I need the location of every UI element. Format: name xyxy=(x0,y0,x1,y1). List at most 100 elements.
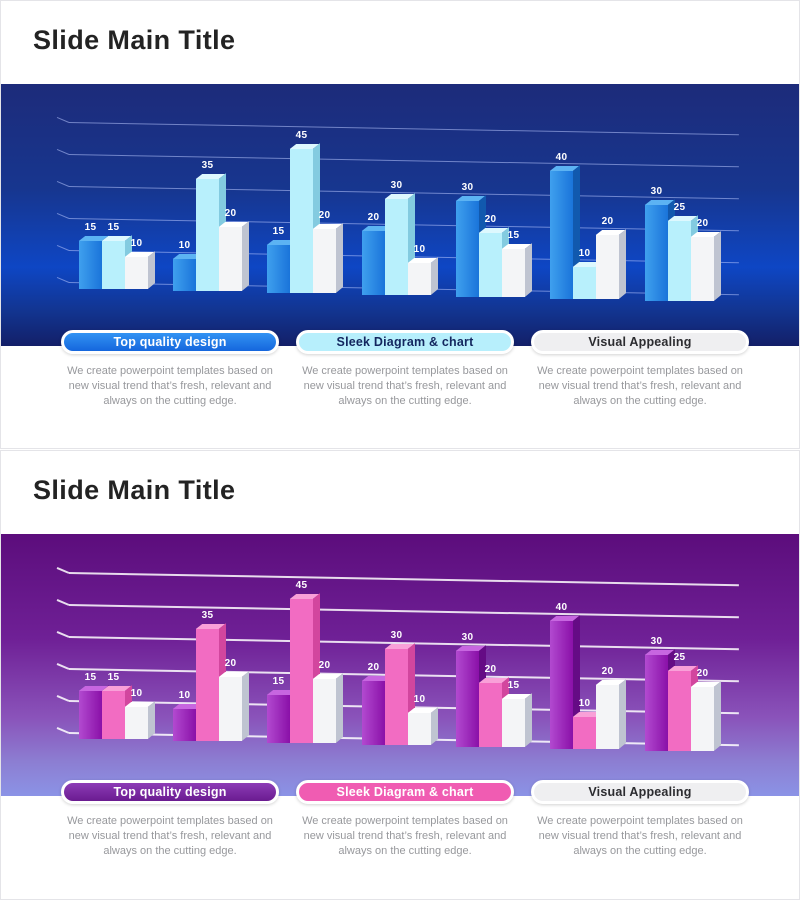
bar-value-label: 10 xyxy=(578,698,591,709)
bar-series-1: 10 xyxy=(173,690,196,741)
bar-value-label: 20 xyxy=(224,208,237,219)
bar-group: 30 20 15 xyxy=(456,182,525,297)
bar-value-label: 30 xyxy=(461,632,474,643)
bar-group: 15 45 20 xyxy=(267,130,336,293)
bar-value-label: 45 xyxy=(295,130,308,141)
bar-series-1: 30 xyxy=(456,182,479,297)
bar-value-label: 45 xyxy=(295,580,308,591)
bar-group: 30 25 20 xyxy=(645,636,714,751)
bar-value-label: 40 xyxy=(555,152,568,163)
bar-value-label: 20 xyxy=(601,666,614,677)
pill-sleek-diagram-chart: Sleek Diagram & chart xyxy=(296,330,514,354)
bar-series-1: 40 xyxy=(550,152,573,299)
gridline xyxy=(68,122,739,136)
bar-group: 20 30 10 xyxy=(362,180,431,295)
bar-series-3: 20 xyxy=(596,666,619,749)
gridline xyxy=(68,154,739,168)
bar-value-label: 20 xyxy=(484,214,497,225)
bar-series-3: 20 xyxy=(219,658,242,741)
bar-group: 10 35 20 xyxy=(173,160,242,291)
bar-value-label: 20 xyxy=(696,218,709,229)
bar-value-label: 15 xyxy=(507,680,520,691)
feature-description: We create powerpoint templates based on … xyxy=(67,815,273,857)
feature-description: We create powerpoint templates based on … xyxy=(302,815,508,857)
bar-value-label: 25 xyxy=(673,652,686,663)
bar-value-label: 30 xyxy=(650,636,663,647)
feature-description: We create powerpoint templates based on … xyxy=(537,815,743,857)
bar-series-1: 15 xyxy=(79,672,102,739)
bar-series-3: 20 xyxy=(219,208,242,291)
feature-visual-appealing: Visual Appealing We create powerpoint te… xyxy=(531,780,749,859)
bar-value-label: 20 xyxy=(318,660,331,671)
bar-value-label: 35 xyxy=(201,610,214,621)
bar-value-label: 35 xyxy=(201,160,214,171)
bar-group: 40 10 20 xyxy=(550,152,619,299)
bar-series-1: 15 xyxy=(267,226,290,293)
bar-series-1: 30 xyxy=(645,636,668,751)
bar-series-1: 10 xyxy=(173,240,196,291)
bar-value-label: 15 xyxy=(107,222,120,233)
bar-value-label: 30 xyxy=(390,630,403,641)
slide-1: Slide Main Title 15 15 10 10 35 20 15 45 20 20 30 1… xyxy=(0,0,800,449)
bar-group: 15 15 10 xyxy=(79,222,148,289)
bar-series-3: 15 xyxy=(502,230,525,297)
bar-value-label: 30 xyxy=(650,186,663,197)
bar-group: 10 35 20 xyxy=(173,610,242,741)
bar-series-3: 10 xyxy=(125,688,148,739)
feature-description: We create powerpoint templates based on … xyxy=(537,365,743,407)
bar-value-label: 15 xyxy=(507,230,520,241)
bar-series-2: 25 xyxy=(668,652,691,751)
chart-area: 15 15 10 10 35 20 15 45 20 20 30 10 30 20 15 40 10 20 30 25… xyxy=(1,84,799,346)
bar-series-3: 20 xyxy=(691,218,714,301)
bar-series-2: 15 xyxy=(102,222,125,289)
bar-series-2: 45 xyxy=(290,130,313,293)
bar-group: 30 25 20 xyxy=(645,186,714,301)
bar-value-label: 20 xyxy=(367,662,380,673)
bar-value-label: 10 xyxy=(130,238,143,249)
bar-value-label: 10 xyxy=(413,244,426,255)
pill-top-quality-design: Top quality design xyxy=(61,330,279,354)
bar-value-label: 20 xyxy=(696,668,709,679)
bar-group: 15 15 10 xyxy=(79,672,148,739)
bar-value-label: 30 xyxy=(461,182,474,193)
bar-value-label: 15 xyxy=(107,672,120,683)
feature-row: Top quality design We create powerpoint … xyxy=(61,780,749,859)
bar-series-3: 20 xyxy=(596,216,619,299)
slide-2: Slide Main Title 15 15 10 10 35 20 15 45 20 20 30 1… xyxy=(0,450,800,900)
pill-sleek-diagram-chart: Sleek Diagram & chart xyxy=(296,780,514,804)
bar-series-2: 30 xyxy=(385,180,408,295)
bar-value-label: 20 xyxy=(318,210,331,221)
bar-value-label: 30 xyxy=(390,180,403,191)
bar-series-3: 10 xyxy=(408,694,431,745)
feature-sleek-diagram-chart: Sleek Diagram & chart We create powerpoi… xyxy=(296,330,514,409)
bar-series-3: 20 xyxy=(313,210,336,293)
bar-value-label: 40 xyxy=(555,602,568,613)
bar-value-label: 10 xyxy=(178,240,191,251)
bar-series-3: 10 xyxy=(408,244,431,295)
bar-series-2: 20 xyxy=(479,664,502,747)
bar-value-label: 15 xyxy=(84,672,97,683)
gridline xyxy=(68,572,739,587)
bar-value-label: 10 xyxy=(130,688,143,699)
bar-series-2: 45 xyxy=(290,580,313,743)
feature-description: We create powerpoint templates based on … xyxy=(67,365,273,407)
pill-visual-appealing: Visual Appealing xyxy=(531,780,749,804)
feature-row: Top quality design We create powerpoint … xyxy=(61,330,749,409)
bar-series-1: 15 xyxy=(267,676,290,743)
bar-series-2: 20 xyxy=(479,214,502,297)
pill-top-quality-design: Top quality design xyxy=(61,780,279,804)
bar-value-label: 20 xyxy=(601,216,614,227)
bar-series-2: 35 xyxy=(196,610,219,741)
feature-top-quality-design: Top quality design We create powerpoint … xyxy=(61,330,279,409)
bar-group: 40 10 20 xyxy=(550,602,619,749)
bar-series-1: 40 xyxy=(550,602,573,749)
bar-series-3: 10 xyxy=(125,238,148,289)
bar-series-1: 20 xyxy=(362,662,385,745)
bar-series-2: 30 xyxy=(385,630,408,745)
bar-value-label: 15 xyxy=(84,222,97,233)
bar-group: 15 45 20 xyxy=(267,580,336,743)
bar-value-label: 20 xyxy=(224,658,237,669)
bar-series-1: 30 xyxy=(645,186,668,301)
bar-series-2: 15 xyxy=(102,672,125,739)
feature-sleek-diagram-chart: Sleek Diagram & chart We create powerpoi… xyxy=(296,780,514,859)
